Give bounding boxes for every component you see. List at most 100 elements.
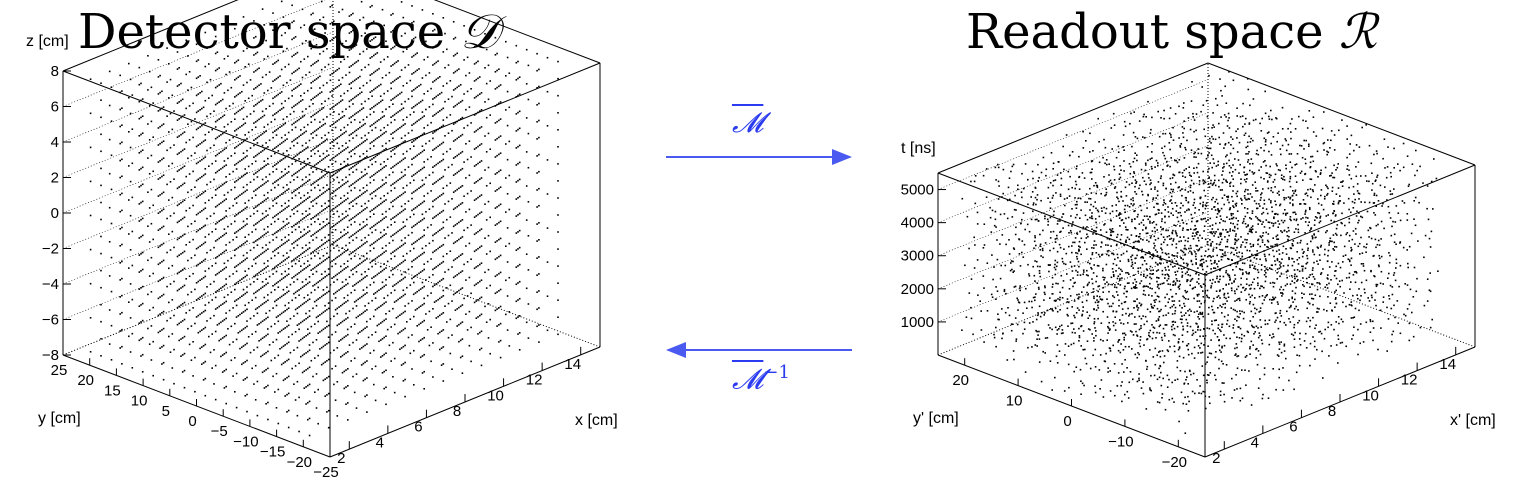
data-point bbox=[161, 192, 163, 195]
data-point bbox=[322, 226, 325, 228]
data-point bbox=[972, 333, 974, 336]
data-point bbox=[333, 71, 335, 74]
data-point bbox=[294, 206, 297, 208]
data-point bbox=[140, 133, 142, 136]
data-point bbox=[485, 287, 488, 289]
data-point bbox=[326, 377, 328, 379]
data-point bbox=[272, 29, 274, 31]
data-point bbox=[1069, 175, 1071, 178]
data-point bbox=[359, 126, 361, 129]
data-point bbox=[1109, 347, 1112, 350]
data-point bbox=[315, 304, 318, 307]
data-point bbox=[402, 107, 405, 109]
data-point bbox=[538, 324, 540, 326]
data-point bbox=[89, 180, 92, 183]
data-point bbox=[456, 52, 458, 55]
data-point bbox=[393, 79, 396, 82]
data-point bbox=[223, 387, 226, 389]
data-point bbox=[327, 166, 330, 168]
x-tick-label: 8 bbox=[1328, 403, 1336, 420]
data-point bbox=[221, 371, 224, 373]
data-point bbox=[301, 110, 304, 113]
data-point bbox=[525, 117, 528, 119]
data-point bbox=[267, 316, 269, 319]
z-tick-label: 5000 bbox=[901, 182, 934, 199]
data-point bbox=[150, 154, 153, 157]
data-point bbox=[296, 278, 299, 281]
data-point bbox=[340, 253, 342, 256]
data-point bbox=[235, 60, 238, 63]
data-point bbox=[353, 284, 356, 286]
data-point bbox=[480, 92, 483, 94]
data-point bbox=[194, 118, 196, 120]
data-point bbox=[254, 121, 257, 123]
data-point bbox=[272, 171, 274, 173]
data-point bbox=[447, 98, 450, 100]
data-point bbox=[293, 54, 295, 56]
data-point bbox=[162, 310, 165, 313]
data-point bbox=[221, 252, 224, 254]
data-point bbox=[383, 387, 385, 390]
data-point bbox=[433, 148, 436, 150]
data-point bbox=[239, 194, 241, 196]
data-point bbox=[209, 249, 212, 251]
data-point bbox=[380, 271, 382, 273]
data-point bbox=[418, 119, 420, 121]
data-point bbox=[307, 226, 309, 228]
data-point bbox=[376, 188, 379, 191]
data-point bbox=[1070, 231, 1073, 234]
data-point bbox=[435, 112, 438, 115]
data-point bbox=[1199, 385, 1201, 387]
data-point bbox=[400, 91, 403, 94]
data-point bbox=[378, 238, 380, 240]
data-point bbox=[181, 98, 184, 101]
data-point bbox=[473, 301, 476, 304]
data-point bbox=[385, 244, 387, 247]
data-point bbox=[263, 387, 266, 389]
data-point bbox=[324, 139, 326, 142]
data-point bbox=[128, 301, 130, 303]
data-point bbox=[263, 216, 266, 219]
data-point bbox=[346, 124, 349, 126]
data-point bbox=[241, 227, 243, 229]
data-point bbox=[1021, 196, 1023, 199]
data-point bbox=[183, 233, 186, 236]
data-point bbox=[374, 206, 377, 209]
data-point bbox=[1078, 336, 1081, 339]
z-tick-label: 3000 bbox=[901, 248, 934, 265]
data-point bbox=[1036, 282, 1039, 284]
data-point bbox=[480, 330, 483, 333]
data-point bbox=[1115, 286, 1118, 289]
data-point bbox=[310, 13, 312, 16]
data-point bbox=[1067, 345, 1070, 347]
data-point bbox=[538, 119, 540, 122]
data-point bbox=[242, 225, 245, 228]
data-point bbox=[291, 174, 293, 177]
data-point bbox=[536, 104, 538, 106]
data-point bbox=[197, 314, 200, 317]
data-point bbox=[329, 352, 332, 354]
data-point bbox=[1120, 343, 1122, 345]
data-point bbox=[1083, 384, 1085, 387]
data-point bbox=[343, 149, 346, 151]
data-point bbox=[241, 244, 243, 246]
data-point bbox=[180, 167, 182, 170]
data-point bbox=[423, 132, 425, 134]
data-point bbox=[1059, 193, 1062, 196]
data-point bbox=[428, 242, 431, 245]
data-point bbox=[246, 172, 248, 174]
data-point bbox=[324, 100, 326, 102]
data-point bbox=[287, 165, 290, 168]
data-point bbox=[454, 70, 457, 73]
data-point bbox=[327, 375, 330, 378]
data-point bbox=[461, 304, 464, 306]
data-point bbox=[308, 383, 311, 386]
data-point bbox=[195, 60, 198, 63]
data-point bbox=[485, 151, 488, 153]
data-point bbox=[388, 310, 391, 312]
data-point bbox=[1011, 165, 1014, 168]
data-point bbox=[275, 304, 278, 307]
data-point bbox=[208, 301, 210, 304]
data-point bbox=[232, 204, 234, 207]
data-point bbox=[256, 414, 259, 417]
